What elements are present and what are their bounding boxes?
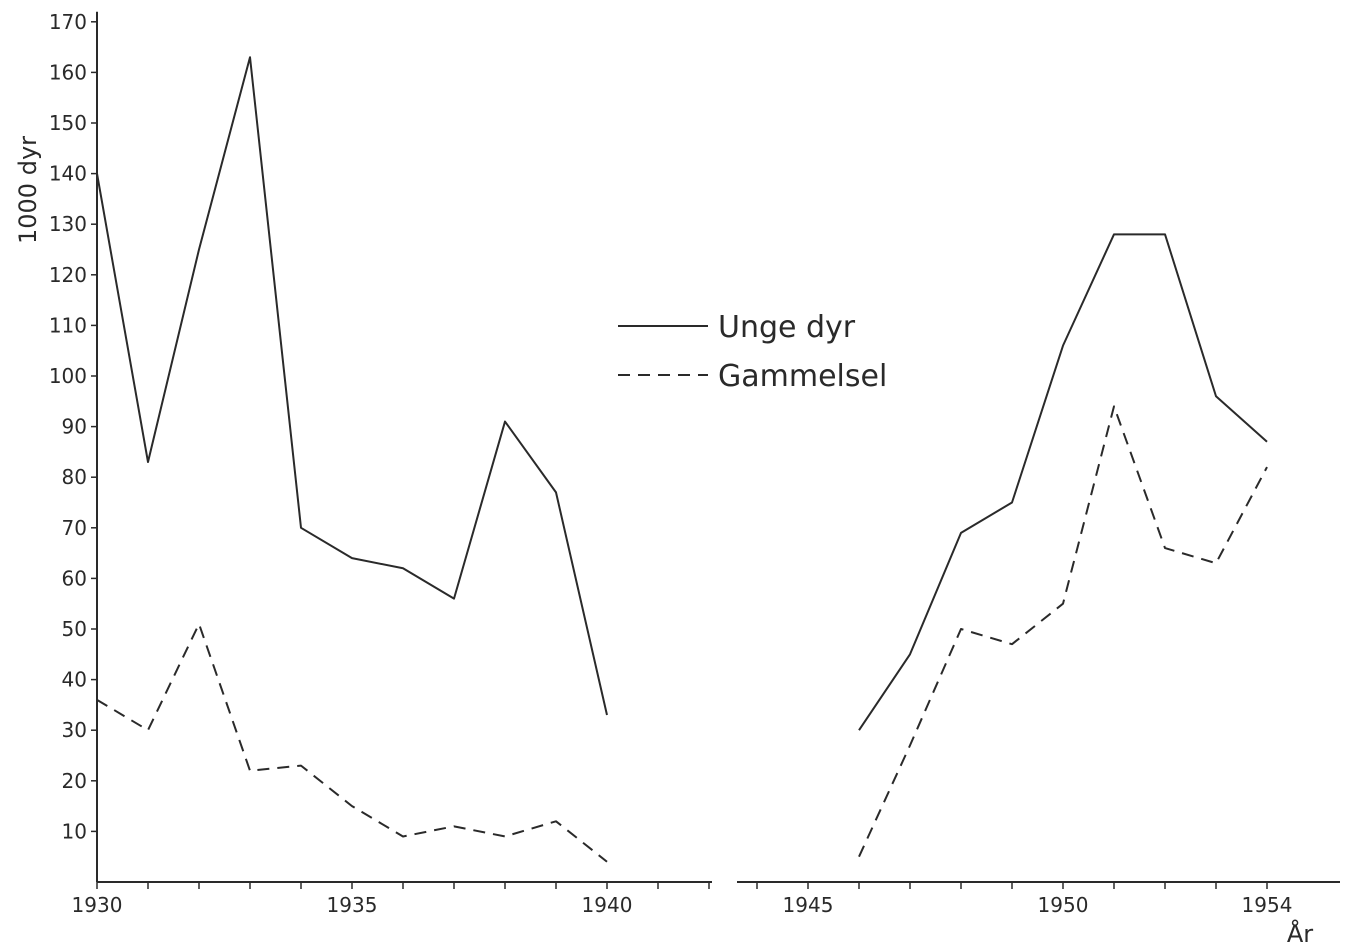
data-point (960, 531, 963, 534)
y-tick-label: 60 (62, 566, 87, 590)
y-tick-label: 30 (62, 718, 87, 742)
data-point (351, 805, 354, 808)
x-tick-label: 1950 (1038, 893, 1089, 917)
x-tick-label: 1940 (582, 893, 633, 917)
y-tick-label: 150 (49, 111, 87, 135)
data-point (555, 491, 558, 494)
series-line-gammelsel (858, 405, 1268, 858)
data-point (351, 557, 354, 560)
x-tick-label: 1930 (72, 893, 123, 917)
data-point (453, 597, 456, 600)
y-tick-label: 160 (49, 60, 87, 84)
x-tick-label: 1945 (783, 893, 834, 917)
data-point (147, 729, 150, 732)
data-point (960, 628, 963, 631)
data-point (96, 698, 99, 701)
legend: Unge dyr Gammelsel (618, 310, 887, 394)
data-point (453, 825, 456, 828)
data-point (402, 835, 405, 838)
data-point (504, 835, 507, 838)
y-tick-label: 120 (49, 263, 87, 287)
data-point (1062, 344, 1065, 347)
data-point (198, 622, 201, 625)
data-point (606, 860, 609, 863)
data-point (1011, 501, 1014, 504)
y-tick-label: 50 (62, 617, 87, 641)
data-point (96, 172, 99, 175)
y-tick-label: 110 (49, 313, 87, 337)
y-tick-label: 140 (49, 162, 87, 186)
series-lines (96, 56, 1269, 863)
data-point (198, 248, 201, 251)
y-tick-label: 20 (62, 769, 87, 793)
data-point (249, 769, 252, 772)
y-tick-label: 40 (62, 668, 87, 692)
y-tick-label: 70 (62, 516, 87, 540)
x-tick-label: 1954 (1242, 893, 1293, 917)
data-point (402, 567, 405, 570)
data-point (300, 526, 303, 529)
data-point (858, 855, 861, 858)
data-point (909, 653, 912, 656)
x-axis-label: År (1287, 919, 1313, 948)
data-point (858, 729, 861, 732)
y-tick-label: 10 (62, 819, 87, 843)
data-point (1164, 233, 1167, 236)
data-point (1062, 602, 1065, 605)
y-tick-label: 90 (62, 415, 87, 439)
axes (96, 11, 1340, 883)
data-point (606, 714, 609, 717)
y-tick-label: 100 (49, 364, 87, 388)
y-tick-label: 130 (49, 212, 87, 236)
data-point (1266, 440, 1269, 443)
series-line-unge-dyr (96, 56, 608, 716)
data-point (1011, 643, 1014, 646)
data-point (909, 744, 912, 747)
series-line-unge-dyr (858, 233, 1268, 731)
data-point (1164, 547, 1167, 550)
legend-label: Unge dyr (718, 310, 856, 345)
data-point (1113, 233, 1116, 236)
y-tick-label: 80 (62, 465, 87, 489)
data-point (300, 764, 303, 767)
data-point (249, 56, 252, 59)
data-point (1113, 405, 1116, 408)
y-tick-label: 170 (49, 10, 87, 34)
data-point (504, 420, 507, 423)
ticks: 10 20 30 40 50 60 70 80 90 100 110 120 130 140 150 160 1… (49, 10, 1293, 917)
x-tick-label: 1935 (327, 893, 378, 917)
data-point (555, 820, 558, 823)
y-axis-label: 1000 dyr (14, 136, 42, 244)
data-point (1215, 562, 1218, 565)
data-point (1266, 466, 1269, 469)
legend-label: Gammelsel (718, 359, 887, 394)
data-point (147, 461, 150, 464)
series-line-gammelsel (96, 622, 608, 863)
data-point (1215, 395, 1218, 398)
